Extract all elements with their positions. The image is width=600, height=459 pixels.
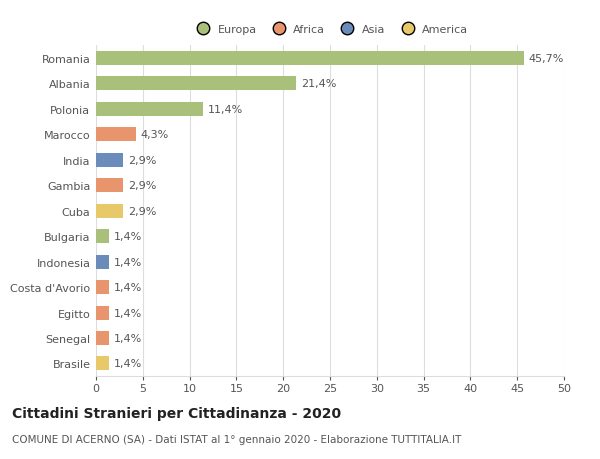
Text: 1,4%: 1,4% [114, 333, 142, 343]
Text: 1,4%: 1,4% [114, 358, 142, 369]
Text: 1,4%: 1,4% [114, 232, 142, 241]
Bar [96, 179, 123, 193]
Bar [96, 306, 109, 320]
Bar [96, 204, 123, 218]
Bar [96, 77, 296, 91]
Bar [96, 153, 123, 167]
Text: 2,9%: 2,9% [128, 206, 156, 216]
Legend: Europa, Africa, Asia, America: Europa, Africa, Asia, America [190, 22, 470, 37]
Text: 45,7%: 45,7% [529, 54, 564, 64]
Text: Cittadini Stranieri per Cittadinanza - 2020: Cittadini Stranieri per Cittadinanza - 2… [12, 406, 341, 420]
Text: 21,4%: 21,4% [301, 79, 337, 89]
Text: 2,9%: 2,9% [128, 155, 156, 165]
Text: 2,9%: 2,9% [128, 181, 156, 190]
Text: 1,4%: 1,4% [114, 308, 142, 318]
Bar [96, 230, 109, 244]
Bar [96, 280, 109, 294]
Bar [96, 128, 136, 142]
Text: COMUNE DI ACERNO (SA) - Dati ISTAT al 1° gennaio 2020 - Elaborazione TUTTITALIA.: COMUNE DI ACERNO (SA) - Dati ISTAT al 1°… [12, 434, 461, 444]
Bar [96, 357, 109, 371]
Text: 1,4%: 1,4% [114, 257, 142, 267]
Bar [96, 331, 109, 345]
Text: 11,4%: 11,4% [208, 105, 242, 114]
Text: 1,4%: 1,4% [114, 282, 142, 292]
Bar [96, 51, 524, 66]
Bar [96, 102, 203, 117]
Bar [96, 255, 109, 269]
Text: 4,3%: 4,3% [141, 130, 169, 140]
